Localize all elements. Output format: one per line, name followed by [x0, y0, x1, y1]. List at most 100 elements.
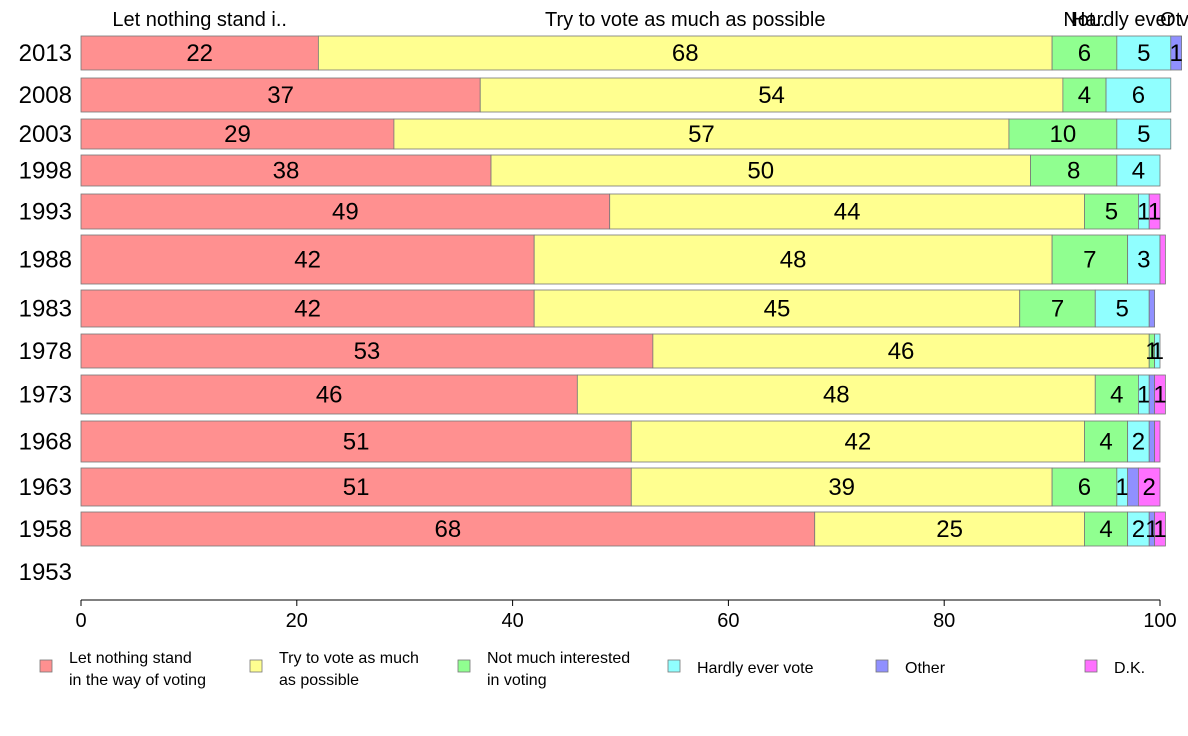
bar-segment	[479, 77, 1064, 113]
bar-segment	[80, 35, 319, 71]
data-label: 6	[1078, 474, 1091, 501]
bar-segment	[1138, 467, 1161, 507]
data-label: 38	[273, 158, 300, 185]
data-label: 39	[828, 474, 855, 501]
legend: Let nothing stand in the way of voting Try…	[39, 650, 1145, 689]
bar-segment	[1105, 77, 1172, 113]
legend-label: Hardly ever vote	[697, 660, 814, 677]
data-label: 46	[888, 338, 915, 365]
data-label: 4	[1099, 429, 1112, 456]
bar-segment	[1148, 289, 1156, 328]
bar-segment	[80, 289, 535, 328]
legend-swatch	[39, 659, 53, 673]
top-label-2: Not..	[1063, 9, 1105, 31]
bar-segment	[1062, 77, 1107, 113]
data-label: 7	[1083, 247, 1096, 274]
data-label: 42	[845, 429, 872, 456]
data-label: 49	[332, 199, 359, 226]
bar-row-1998: 38 50 8 4	[80, 154, 1161, 187]
legend-item: Not much interested in voting	[457, 650, 630, 689]
y-tick-label: 1953	[19, 559, 72, 586]
x-tick-label: 100	[1143, 610, 1176, 632]
data-label: 44	[834, 199, 861, 226]
data-label: 22	[186, 40, 213, 67]
data-label: 1	[1151, 338, 1164, 365]
data-label: 1	[1170, 40, 1183, 67]
y-tick-label: 2003	[19, 121, 72, 148]
bar-segment	[80, 333, 654, 369]
x-tick-label: 20	[286, 610, 308, 632]
legend-item: Other	[875, 659, 946, 677]
y-tick-label: 2013	[19, 40, 72, 67]
bar-segment	[1154, 420, 1161, 463]
bar-segment	[1030, 154, 1118, 187]
bar-segment	[1116, 118, 1172, 150]
bar-segment	[630, 467, 1053, 507]
legend-item: Try to vote as much as possible	[249, 650, 419, 689]
bar-row-1988: 42 48 7 3	[80, 234, 1166, 285]
data-label: 45	[764, 296, 791, 323]
x-axis: 0 20 40 60 80 100	[75, 599, 1177, 632]
bar-segment	[609, 193, 1085, 230]
y-tick-label: 1988	[19, 247, 72, 274]
data-label: 42	[294, 247, 321, 274]
data-label: 57	[688, 121, 715, 148]
legend-swatch	[875, 659, 889, 673]
bar-row-1963: 51 39 6 1 2	[80, 467, 1161, 507]
bar-row-2008: 37 54 4 6	[80, 77, 1172, 113]
y-tick-label: 1998	[19, 158, 72, 185]
legend-label: D.K.	[1114, 660, 1145, 677]
bar-segment	[1051, 35, 1118, 71]
data-label: 1	[1153, 516, 1166, 543]
bar-segment	[1154, 333, 1161, 369]
data-label: 10	[1050, 121, 1077, 148]
bar-segment	[1170, 35, 1182, 71]
bar-segment	[80, 77, 481, 113]
data-label: 2	[1143, 474, 1156, 501]
data-label: 7	[1051, 296, 1064, 323]
data-label: 37	[267, 82, 294, 109]
bar-row-1968: 51 42 4 2	[80, 420, 1161, 463]
bar-segment	[814, 511, 1085, 547]
bar-segment	[533, 234, 1053, 285]
data-label: 48	[823, 382, 850, 409]
top-series-labels: Let nothing stand i.. Try to vote as much…	[112, 9, 1188, 31]
data-label: 1	[1137, 382, 1150, 409]
y-tick-label: 1968	[19, 429, 72, 456]
data-label: 51	[343, 429, 370, 456]
data-label: 5	[1137, 121, 1150, 148]
top-label-0: Let nothing stand i..	[112, 9, 287, 31]
data-label: 1	[1153, 382, 1166, 409]
bar-row-2013: 22 68 6 5 1	[80, 35, 1183, 71]
legend-label: Other	[905, 660, 946, 677]
bar-segment	[1116, 35, 1172, 71]
bar-row-1973: 46 48 4 1 1	[80, 374, 1167, 415]
bar-segment	[1008, 118, 1118, 150]
top-label-4: Ot..	[1160, 9, 1188, 31]
data-label: 29	[224, 121, 251, 148]
y-tick-label: 1963	[19, 474, 72, 501]
data-label: 6	[1132, 82, 1145, 109]
legend-item: Let nothing stand in the way of voting	[39, 650, 206, 689]
bar-segment	[80, 420, 632, 463]
legend-item: Hardly ever vote	[667, 659, 814, 677]
data-label: 4	[1110, 382, 1123, 409]
legend-label: Try to vote as much as possible	[279, 650, 419, 689]
bar-segment	[1159, 234, 1166, 285]
bar-segment	[1116, 154, 1161, 187]
bar-segment	[1148, 420, 1156, 463]
legend-swatch	[1084, 659, 1098, 673]
bar-segment	[1154, 374, 1166, 415]
bar-segment	[1019, 289, 1096, 328]
data-label: 46	[316, 382, 343, 409]
data-label: 42	[294, 296, 321, 323]
bar-segment	[80, 118, 395, 150]
bar-segment	[1094, 374, 1139, 415]
data-label: 53	[354, 338, 381, 365]
bar-segment	[1127, 467, 1139, 507]
bar-segment	[1084, 193, 1139, 230]
data-label: 1	[1137, 199, 1150, 226]
x-tick-label: 80	[933, 610, 955, 632]
y-tick-label: 1983	[19, 296, 72, 323]
